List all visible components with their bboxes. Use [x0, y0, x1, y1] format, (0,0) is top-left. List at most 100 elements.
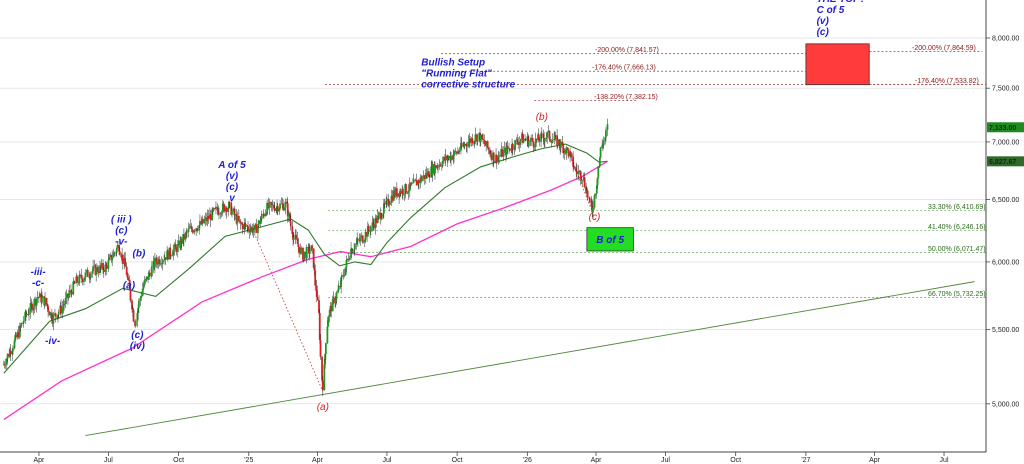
candle-body	[186, 231, 188, 233]
candle-body	[212, 208, 215, 211]
candle-body	[357, 239, 359, 241]
candle-body	[454, 150, 457, 152]
candle-body	[5, 358, 8, 365]
candle-body	[505, 145, 508, 156]
candle-body	[257, 220, 260, 226]
candle-body	[476, 134, 479, 142]
candle-body	[371, 222, 374, 228]
candle-body	[396, 193, 399, 197]
candle-body	[140, 295, 143, 299]
candle-body	[155, 257, 158, 263]
candle-body	[340, 275, 343, 278]
candle-body	[506, 145, 509, 149]
candle-body	[13, 340, 16, 349]
candle-body	[174, 244, 177, 247]
fib-level-label: -176.40% (7,533.82)	[915, 78, 979, 85]
candle-body	[283, 207, 286, 211]
candle-body	[302, 248, 304, 261]
candle-body	[442, 157, 445, 162]
candle-body	[353, 249, 356, 251]
candle-body	[250, 227, 252, 230]
candle-body	[249, 229, 252, 233]
candle-body	[188, 227, 191, 229]
candle-body	[588, 197, 591, 199]
chart-note: THE TOP?	[817, 0, 866, 5]
candle-body	[72, 281, 75, 295]
candle-body	[38, 297, 40, 298]
candle-body	[6, 353, 9, 359]
candle-body	[223, 204, 226, 212]
candle-body	[575, 168, 578, 172]
candle-body	[163, 259, 165, 261]
candle-body	[154, 257, 156, 268]
candle-body	[131, 300, 133, 310]
candle-body	[79, 274, 82, 276]
candle-body	[217, 210, 220, 215]
candle-body	[169, 247, 172, 256]
candle-body	[605, 130, 607, 138]
candle-body	[241, 223, 243, 225]
candle-body	[321, 356, 323, 381]
candle-body	[589, 198, 591, 200]
candle-body	[447, 158, 449, 161]
candle-body	[314, 270, 317, 286]
candle-body	[46, 303, 49, 307]
candle-body	[303, 251, 306, 255]
candle-body	[32, 306, 35, 311]
x-axis: Apr Jul Oct '25 Apr Jul Oct '26 Apr Jul Oct '27 Apr J…	[0, 451, 986, 464]
wave-label: ( iii )	[111, 215, 132, 226]
candle-body	[485, 141, 488, 146]
candle-body	[576, 171, 578, 174]
candle-body	[328, 309, 331, 317]
candle-body	[286, 201, 288, 204]
candle-body	[499, 154, 502, 156]
candle-body	[118, 244, 120, 252]
candle-body	[28, 312, 30, 315]
candle-body	[399, 191, 402, 194]
candle-body	[456, 151, 459, 154]
candle-body	[441, 161, 444, 167]
candle-body	[487, 147, 490, 150]
candle-body	[537, 134, 540, 141]
candle-body	[289, 212, 291, 222]
candle-body	[327, 316, 330, 327]
candle-body	[176, 244, 179, 252]
candle-body	[363, 239, 366, 242]
candle-body	[323, 364, 326, 391]
fib-level-label: -200.00% (7,864.59)	[912, 45, 976, 52]
candle-body	[374, 218, 377, 229]
candle-body	[50, 312, 53, 321]
candle-body	[367, 226, 370, 230]
x-tick-label: Apr	[591, 457, 603, 464]
candle-body	[35, 298, 38, 306]
wave-label: (c)	[226, 182, 239, 193]
candle-body	[36, 297, 39, 299]
x-tick-label: Jul	[661, 457, 670, 464]
candle-body	[81, 278, 84, 282]
candle-body	[102, 263, 104, 270]
candle-body	[230, 202, 233, 215]
candle-body	[237, 215, 240, 221]
candle-body	[228, 201, 231, 203]
candle-body	[67, 294, 70, 298]
chart-note: (v)	[817, 16, 830, 27]
candle-body	[52, 314, 55, 324]
candle-body	[107, 260, 110, 269]
candle-body	[452, 155, 455, 160]
candle-body	[355, 242, 358, 245]
fib-level-label: -200.00% (7,841.57)	[595, 47, 659, 54]
fib-level-layer: -200.00% (7,841.57) -176.40% (7,666.13) -1…	[325, 45, 986, 298]
candle-body	[572, 156, 575, 167]
candle-body	[534, 138, 537, 147]
candle-body	[467, 142, 470, 147]
candle-body	[83, 279, 85, 282]
wave-label: (b)	[536, 112, 548, 123]
candle-body	[391, 195, 394, 201]
candle-body	[257, 225, 259, 233]
candle-body	[70, 291, 73, 295]
candle-body	[447, 155, 450, 159]
wave-label: (v)	[226, 171, 239, 182]
candle-body	[292, 233, 294, 240]
candle-body	[97, 271, 100, 273]
